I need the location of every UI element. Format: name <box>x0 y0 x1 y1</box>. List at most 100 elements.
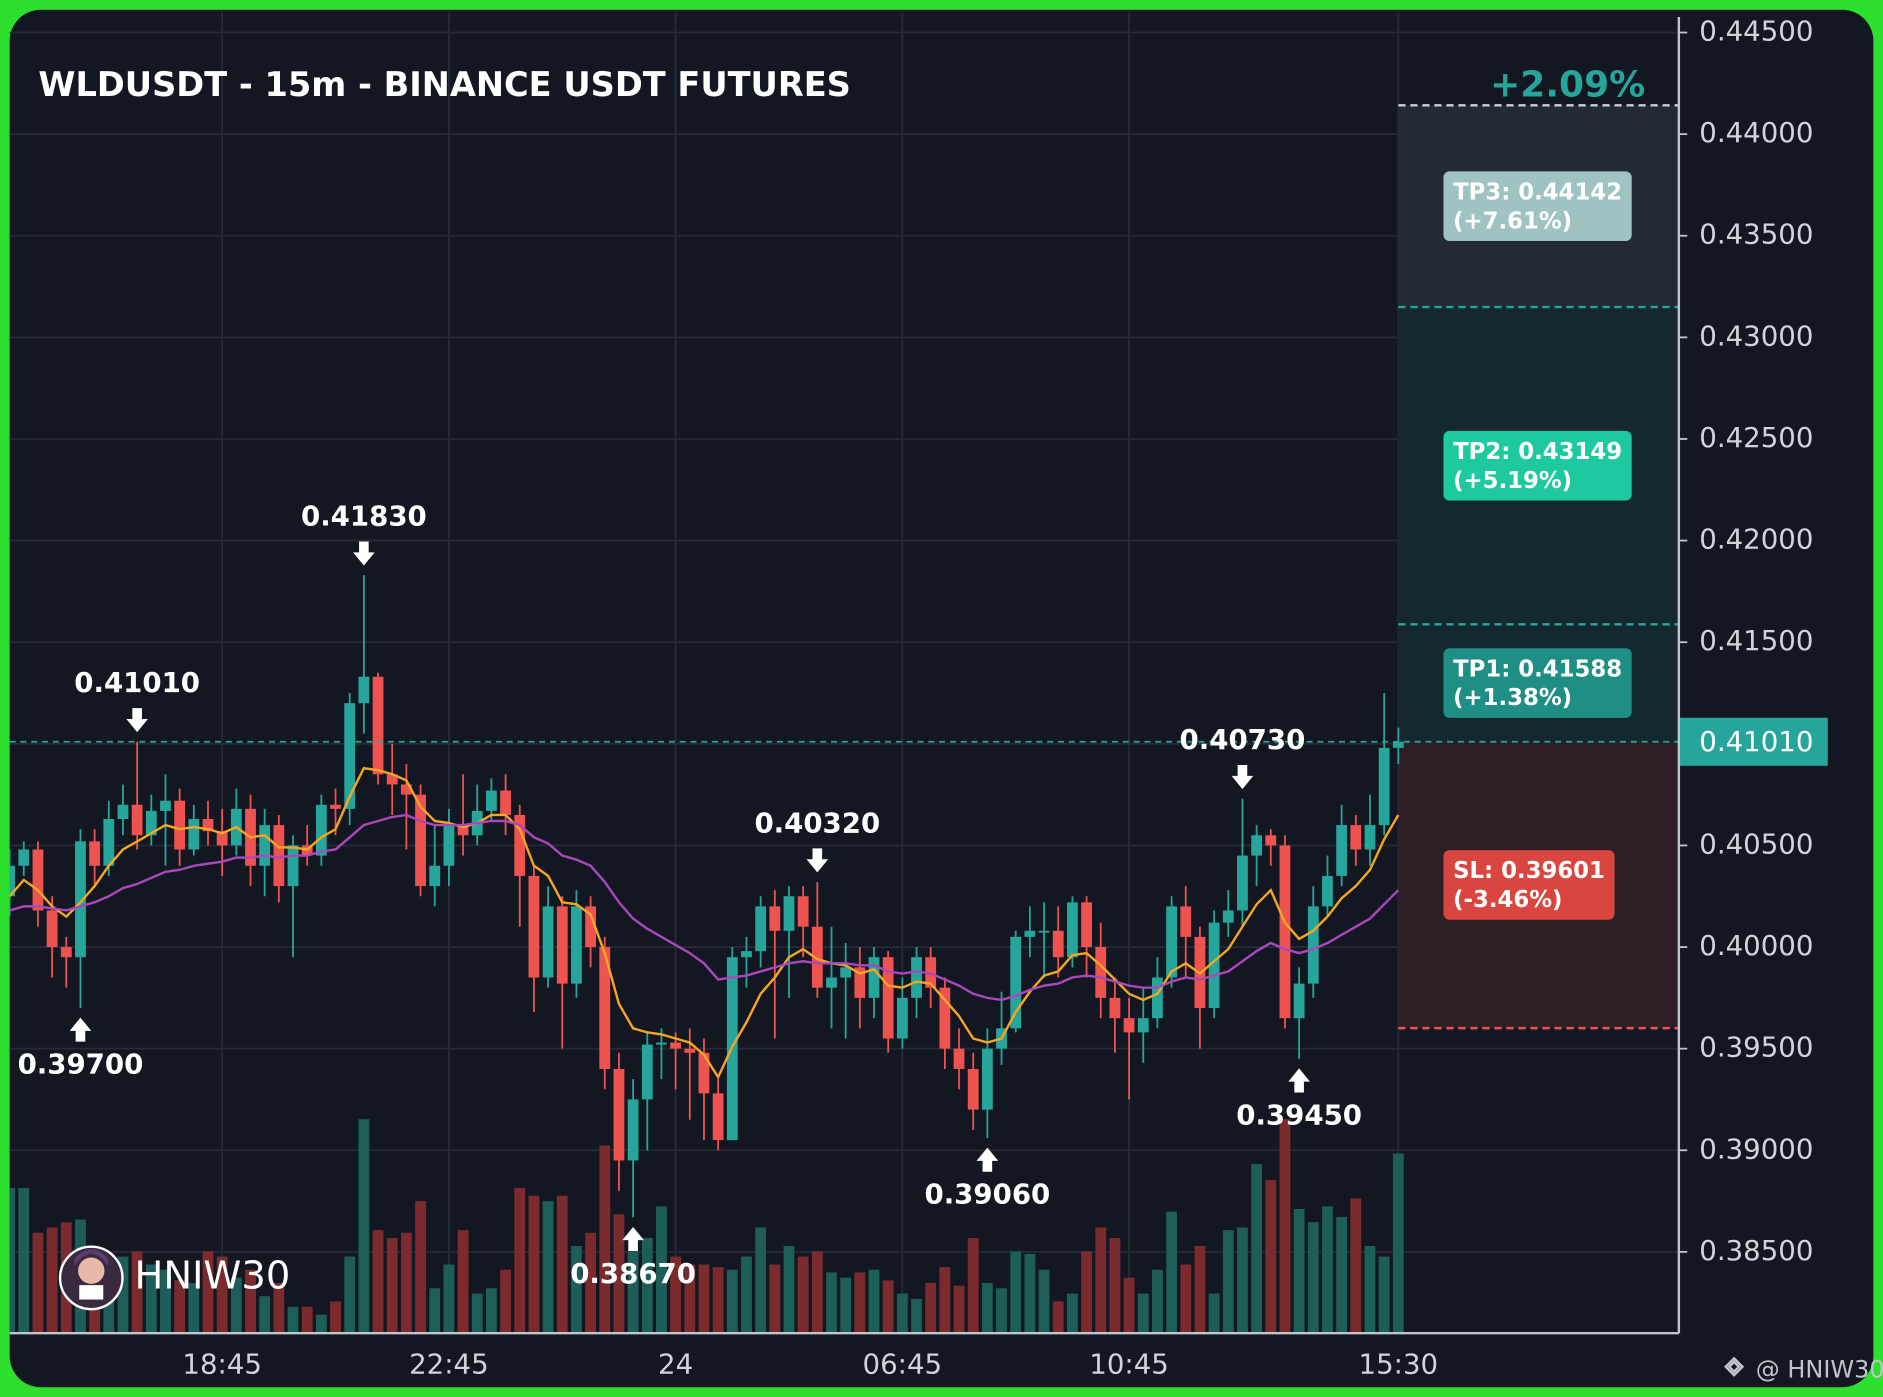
volume-bar <box>556 1195 568 1334</box>
volume-bar <box>9 1187 16 1334</box>
annotation-arrow <box>622 1226 644 1251</box>
y-tick-label: 0.41500 <box>1699 624 1813 657</box>
volume-bar <box>684 1264 696 1334</box>
candle-body <box>386 774 398 785</box>
volume-bar <box>273 1282 285 1334</box>
volume-bar <box>542 1201 554 1334</box>
candle-body <box>868 957 880 998</box>
candle-body <box>712 1093 724 1141</box>
volume-bar <box>330 1301 341 1334</box>
volume-bar <box>868 1269 880 1334</box>
candle-body <box>755 906 767 952</box>
level-box <box>1443 430 1632 501</box>
candle-body <box>103 819 115 866</box>
volume-bar <box>18 1187 30 1334</box>
annotation-label: 0.41830 <box>301 499 427 532</box>
volume-bar <box>599 1145 611 1334</box>
candle-body <box>1322 875 1333 907</box>
volume-bar <box>925 1282 937 1334</box>
volume-bar <box>486 1288 497 1334</box>
level-label: TP3: 0.44142 <box>1453 179 1622 205</box>
candle-body <box>457 825 469 836</box>
candle-body <box>1137 1018 1149 1033</box>
candle-body <box>1166 906 1177 978</box>
candle-body <box>1038 930 1050 933</box>
volume-bar <box>46 1227 58 1334</box>
volume-bar <box>1180 1264 1192 1334</box>
candle-body <box>528 875 540 978</box>
candle-body <box>967 1068 979 1110</box>
level-label: SL: 0.39601 <box>1453 858 1605 884</box>
volume-bar <box>1364 1245 1376 1334</box>
candle-body <box>1293 983 1305 1019</box>
volume-bar <box>188 1282 200 1334</box>
volume-bar <box>259 1296 271 1334</box>
level-change: (+7.61%) <box>1453 208 1572 234</box>
plot-area <box>9 12 1679 1334</box>
volume-bar <box>613 1214 625 1334</box>
candle-body <box>60 947 72 958</box>
y-tick-label: 0.39000 <box>1699 1132 1813 1165</box>
candle-body <box>1364 825 1376 850</box>
candle-body <box>641 1044 653 1100</box>
y-tick-label: 0.43500 <box>1699 218 1813 251</box>
candle-body <box>854 967 866 998</box>
price-tag <box>1678 717 1828 766</box>
candle-body <box>1123 1018 1135 1033</box>
candle-body <box>939 987 951 1049</box>
volume-bar <box>1081 1251 1092 1334</box>
candle-body <box>46 910 58 948</box>
candle-body <box>840 967 852 978</box>
volume-bar <box>415 1201 426 1334</box>
volume-bar <box>1378 1256 1390 1334</box>
candle-body <box>1024 930 1036 937</box>
candle-body <box>9 865 16 897</box>
y-tick-label: 0.42500 <box>1699 421 1813 454</box>
volume-bar <box>1265 1179 1277 1334</box>
level-box <box>1443 171 1632 241</box>
volume-bar <box>769 1264 781 1334</box>
candle-body <box>358 676 370 704</box>
annotation-arrow <box>126 708 148 733</box>
candle-body <box>32 849 44 911</box>
volume-bar <box>344 1256 356 1334</box>
candle-body <box>613 1068 625 1161</box>
candle-body <box>131 804 143 836</box>
volume-bar <box>131 1251 143 1334</box>
candle-body <box>542 906 554 978</box>
volume-bar <box>1137 1293 1149 1334</box>
volume-bar <box>1336 1216 1348 1334</box>
candle-body <box>698 1052 710 1094</box>
candle-body <box>896 997 908 1039</box>
volume-bar <box>1066 1293 1078 1334</box>
position-change: +2.09% <box>1490 65 1645 106</box>
volume-bar <box>896 1293 908 1334</box>
credit: @ HNIW30 <box>1756 1355 1883 1383</box>
candle-body <box>1237 855 1248 911</box>
annotation-label: 0.38670 <box>570 1257 696 1290</box>
volume-bar <box>471 1293 483 1334</box>
candle-body <box>797 896 809 927</box>
volume-bar <box>726 1269 738 1334</box>
volume-bar <box>528 1195 540 1334</box>
volume-bar <box>372 1230 384 1334</box>
volume-bar <box>216 1256 228 1334</box>
volume-bar <box>358 1119 370 1334</box>
volume-bar <box>826 1272 837 1334</box>
candle-body <box>315 804 327 856</box>
volume-bar <box>1052 1301 1064 1334</box>
candle-body <box>684 1048 696 1053</box>
chart-title: WLDUSDT - 15m - BINANCE USDT FUTURES <box>38 65 850 104</box>
watermark: HNIW30 <box>135 1253 291 1298</box>
volume-bar <box>1095 1227 1107 1334</box>
candle-body <box>174 800 186 850</box>
candle-body <box>953 1048 965 1069</box>
x-tick-label: 06:45 <box>863 1348 943 1381</box>
y-tick-label: 0.44500 <box>1699 15 1813 48</box>
candle-body <box>585 906 597 948</box>
volume-bar <box>797 1256 809 1334</box>
annotation-label: 0.39450 <box>1236 1098 1362 1131</box>
volume-bar <box>145 1264 157 1334</box>
volume-bar <box>670 1256 682 1334</box>
volume-bar <box>1392 1153 1404 1334</box>
